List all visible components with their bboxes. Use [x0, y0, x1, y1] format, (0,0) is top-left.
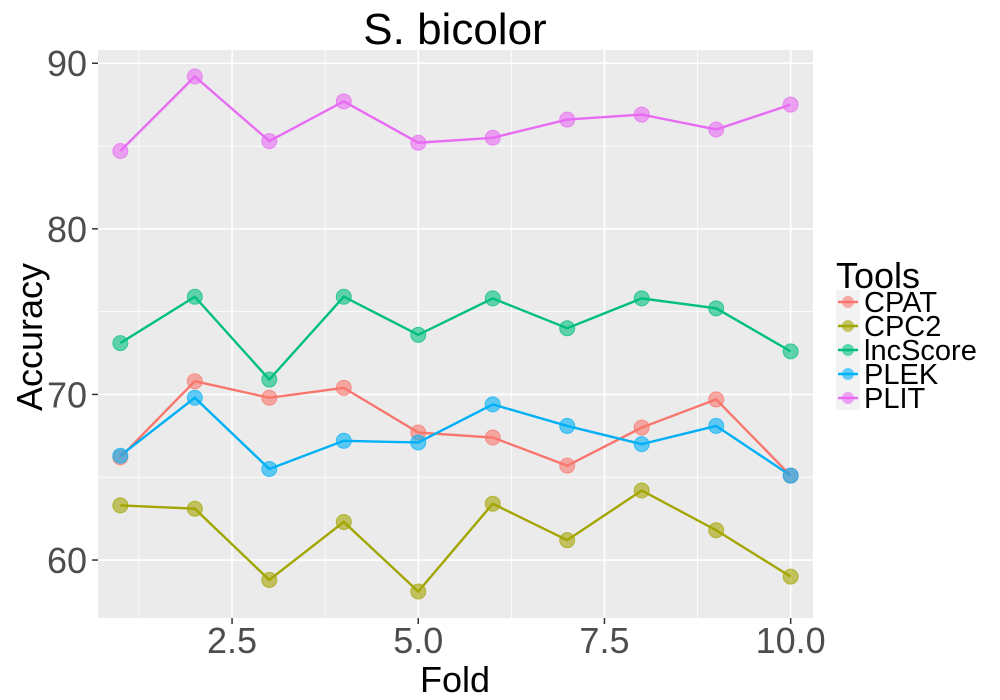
data-point-plek: [335, 432, 352, 449]
series-line-lncscore: [119, 295, 792, 382]
data-point-lncscore: [410, 326, 427, 343]
data-point-lncscore: [261, 371, 278, 388]
data-point-cpc2: [782, 568, 799, 585]
data-point-lncscore: [484, 290, 501, 307]
data-point-cpc2: [410, 583, 427, 600]
data-point-cpat: [186, 373, 203, 390]
data-point-plek: [112, 447, 129, 464]
series-line-plit: [119, 74, 792, 152]
data-point-cpc2: [559, 532, 576, 549]
legend-label-cpc2: CPC2: [864, 311, 941, 343]
data-point-plek: [186, 389, 203, 406]
data-point-plit: [559, 111, 576, 128]
legend-label-plit: PLIT: [864, 383, 926, 415]
data-point-plit: [484, 129, 501, 146]
data-point-plit: [782, 96, 799, 113]
data-point-lncscore: [633, 290, 650, 307]
y-tick-label: 60: [47, 540, 87, 581]
data-point-cpat: [484, 429, 501, 446]
y-tick-label: 80: [47, 209, 87, 250]
x-tick-label: 5.0: [393, 620, 443, 661]
legend-label-lncscore: lncScore: [864, 335, 977, 367]
legend-key-point: [842, 392, 854, 404]
data-point-plit: [186, 68, 203, 85]
legend-key-point: [842, 320, 854, 332]
series-line-plek: [119, 396, 792, 477]
data-point-cpat: [708, 391, 725, 408]
data-point-plit: [112, 143, 129, 160]
x-tick-label: 2.5: [207, 620, 257, 661]
data-point-cpat: [559, 457, 576, 474]
data-point-lncscore: [112, 335, 129, 352]
data-point-lncscore: [559, 320, 576, 337]
data-point-plit: [410, 134, 427, 151]
x-tick-label: 10.0: [756, 620, 826, 661]
data-point-plek: [410, 434, 427, 451]
legend-label-plek: PLEK: [864, 359, 939, 391]
chart-title: S. bicolor: [363, 5, 546, 54]
data-point-cpc2: [335, 513, 352, 530]
data-point-lncscore: [335, 288, 352, 305]
data-point-cpc2: [484, 495, 501, 512]
y-tick-label: 90: [47, 43, 87, 84]
data-point-lncscore: [782, 343, 799, 360]
y-tick-label: 70: [47, 374, 87, 415]
data-point-plit: [335, 93, 352, 110]
plot-panel: [98, 50, 813, 618]
legend-key-point: [842, 344, 854, 356]
y-axis-title: Accuracy: [9, 263, 50, 411]
data-point-cpc2: [261, 571, 278, 588]
legend-title: Tools: [836, 255, 920, 296]
series-line-cpc2: [120, 489, 792, 594]
legend-key-point: [842, 296, 854, 308]
data-point-cpc2: [633, 482, 650, 499]
data-point-cpat: [335, 379, 352, 396]
data-point-lncscore: [708, 300, 725, 317]
data-point-plek: [261, 460, 278, 477]
data-point-plit: [261, 133, 278, 150]
data-point-cpc2: [112, 497, 129, 514]
data-point-cpc2: [186, 500, 203, 517]
data-point-cpat: [261, 389, 278, 406]
data-point-plek: [484, 396, 501, 413]
data-point-plit: [633, 106, 650, 123]
data-point-plit: [708, 121, 725, 138]
data-point-cpat: [633, 419, 650, 436]
data-point-cpc2: [708, 522, 725, 539]
x-axis-title: Fold: [420, 659, 490, 700]
legend-label-cpat: CPAT: [864, 287, 937, 319]
data-point-lncscore: [186, 288, 203, 305]
data-point-plek: [782, 467, 799, 484]
data-point-plek: [708, 417, 725, 434]
data-point-plek: [633, 436, 650, 453]
series-line-cpat: [119, 379, 792, 477]
legend-key-point: [842, 368, 854, 380]
x-tick-label: 7.5: [579, 620, 629, 661]
data-point-plek: [559, 417, 576, 434]
